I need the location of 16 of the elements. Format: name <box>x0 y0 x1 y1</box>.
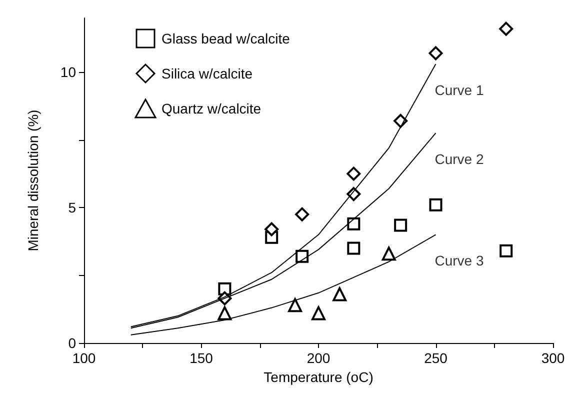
x-tick-label: 200 <box>306 350 330 366</box>
x-tick-label: 250 <box>424 350 448 366</box>
y-tick-label: 0 <box>68 335 76 351</box>
x-tick-label: 300 <box>541 350 565 366</box>
y-axis-title: Mineral dissolution (%) <box>25 110 41 252</box>
x-tick-label: 150 <box>190 350 214 366</box>
annotation: Curve 3 <box>434 252 484 269</box>
legend-label: Quartz w/calcite <box>162 100 262 116</box>
y-tick-label: 10 <box>60 64 76 80</box>
x-tick-label: 100 <box>72 350 96 366</box>
annotation: Curve 2 <box>434 151 484 168</box>
x-axis-title: Temperature (oC) <box>264 368 374 385</box>
y-tick-label: 5 <box>68 200 76 216</box>
legend-label: Silica w/calcite <box>162 66 253 82</box>
annotation: Curve 1 <box>434 82 484 98</box>
legend-label: Glass bead w/calcite <box>162 30 290 46</box>
